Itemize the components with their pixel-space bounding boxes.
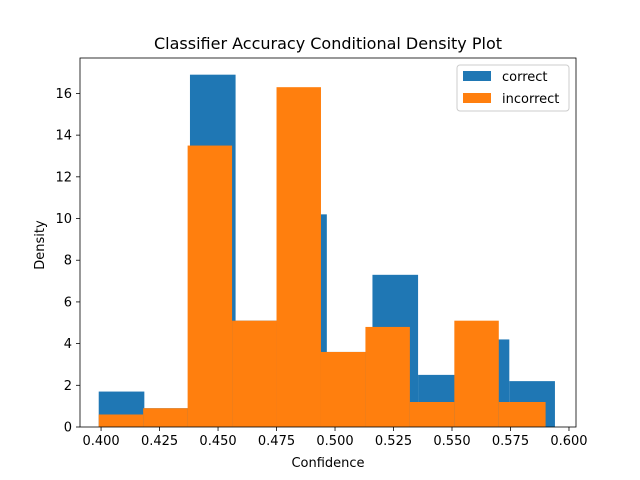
legend-label-incorrect: incorrect [502, 92, 559, 107]
chart-title: Classifier Accuracy Conditional Density … [154, 34, 502, 53]
incorrect-bar-2 [187, 145, 233, 427]
y-tick-label-0: 0 [64, 421, 72, 436]
y-tick-label-1: 2 [64, 379, 72, 394]
x-tick-label-6: 0.550 [433, 434, 470, 449]
x-tick-label-2: 0.450 [199, 434, 236, 449]
incorrect-bar-4 [276, 87, 321, 428]
y-tick-label-5: 10 [55, 212, 72, 227]
incorrect-bar-9 [498, 401, 546, 427]
y-tick-label-7: 14 [55, 129, 72, 144]
x-axis-label: Confidence [291, 456, 364, 471]
incorrect-bar-7 [409, 401, 455, 427]
x-tick-label-1: 0.425 [141, 434, 178, 449]
x-tick-label-7: 0.575 [492, 434, 529, 449]
x-tick-label-4: 0.500 [316, 434, 353, 449]
legend-swatch-correct [463, 71, 491, 81]
incorrect-bar-8 [454, 320, 499, 427]
x-tick-label-5: 0.525 [375, 434, 412, 449]
x-tick-label-0: 0.400 [82, 434, 119, 449]
y-tick-label-4: 8 [64, 254, 72, 269]
bars-layer [98, 74, 555, 428]
y-tick-label-8: 16 [55, 87, 72, 102]
axes-layer: 0.400 0.425 0.450 0.475 0.500 0.525 0.550 0.575… [55, 57, 588, 449]
y-tick-label-6: 12 [55, 170, 72, 185]
incorrect-bar-5 [320, 351, 366, 427]
legend-swatch-incorrect [463, 93, 491, 103]
y-tick-label-3: 6 [64, 295, 72, 310]
incorrect-bar-3 [232, 320, 277, 427]
y-tick-label-2: 4 [64, 337, 72, 352]
incorrect-bar-0 [98, 414, 144, 427]
plot-frame [79, 57, 577, 428]
incorrect-bar-6 [365, 326, 410, 427]
y-axis-label: Density [33, 220, 48, 270]
legend: correct incorrect [456, 64, 570, 112]
x-tick-label-3: 0.475 [258, 434, 295, 449]
legend-label-correct: correct [502, 70, 548, 85]
x-tick-label-8: 0.600 [550, 434, 587, 449]
incorrect-bar-1 [143, 408, 188, 427]
